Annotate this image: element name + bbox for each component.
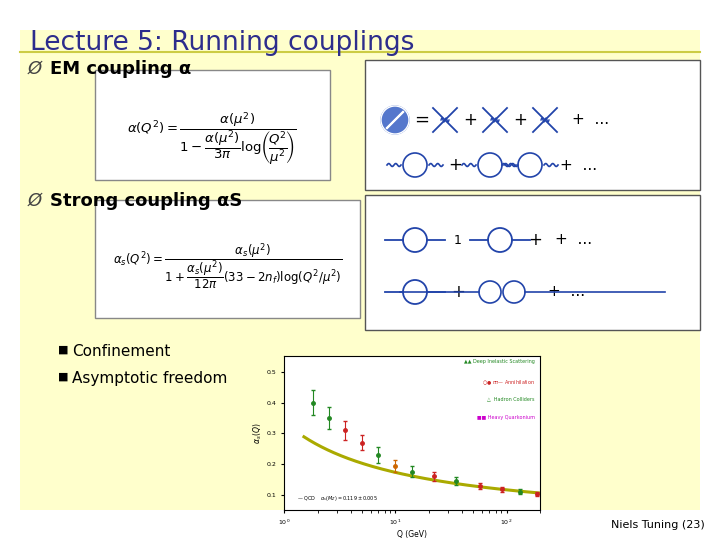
Text: +: + [463,111,477,129]
Text: 1: 1 [454,233,462,246]
Bar [20,30,700,510]
Circle shape [381,106,409,134]
Text: — QCD    $\alpha_s(M_Z)=0.119\pm0.005$: — QCD $\alpha_s(M_Z)=0.119\pm0.005$ [297,494,378,503]
Text: +: + [451,283,465,301]
Text: $\alpha_s(Q^2) = \dfrac{\alpha_s(\mu^2)}{1 + \dfrac{\alpha_s(\mu^2)}{12\pi}(33 -: $\alpha_s(Q^2) = \dfrac{\alpha_s(\mu^2)}… [113,242,343,292]
Text: Lecture 5: Running couplings: Lecture 5: Running couplings [30,30,415,56]
Text: +: + [528,231,542,249]
Text: +  ...: + ... [555,233,592,247]
Text: ▲▲ Deep Inelastic Scattering: ▲▲ Deep Inelastic Scattering [464,360,535,365]
Text: $\alpha(Q^2) = \dfrac{\alpha(\mu^2)}{1 - \dfrac{\alpha(\mu^2)}{3\pi}\log\!\left(: $\alpha(Q^2) = \dfrac{\alpha(\mu^2)}{1 -… [127,110,297,167]
Text: Asymptotic freedom: Asymptotic freedom [72,371,228,386]
Text: Confinement: Confinement [72,344,171,359]
Text: Strong coupling αS: Strong coupling αS [50,192,243,210]
Text: ■: ■ [58,345,68,355]
Y-axis label: $\alpha_s(Q)$: $\alpha_s(Q)$ [251,423,264,444]
Text: =: = [415,111,430,129]
Text: +  ...: + ... [572,112,609,127]
Text: ○● $\pi\pi$— Annihilation: ○● $\pi\pi$— Annihilation [482,378,535,387]
Text: Ø: Ø [28,192,42,210]
Text: Ø: Ø [28,60,42,78]
Bar [365,60,700,190]
Bar [95,200,360,318]
Text: EM coupling α: EM coupling α [50,60,192,78]
Text: Niels Tuning (23): Niels Tuning (23) [611,520,705,530]
Text: △  Hadron Colliders: △ Hadron Colliders [487,396,535,401]
Text: +  ...: + ... [548,285,585,300]
Bar [95,70,330,180]
Text: +  ...: + ... [560,158,597,172]
Text: +: + [513,111,527,129]
X-axis label: Q (GeV): Q (GeV) [397,530,427,539]
Text: ■: ■ [58,372,68,382]
Text: ■■ Heavy Quarkonium: ■■ Heavy Quarkonium [477,415,535,420]
Bar [365,195,700,330]
Text: +: + [448,156,462,174]
